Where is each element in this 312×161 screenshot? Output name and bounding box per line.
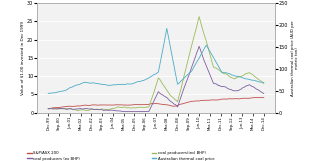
Y-axis label: Australian thermal coal price (AUD per
metric ton): Australian thermal coal price (AUD per m… [291,20,300,96]
Y-axis label: Value of $1.00 invested in Dec 1999: Value of $1.00 invested in Dec 1999 [20,21,24,95]
Legend: coal producers(incl BHP), Australian thermal coal price: coal producers(incl BHP), Australian the… [152,152,215,161]
Legend: S&P/ASX 200, coal producers (ex BHP): S&P/ASX 200, coal producers (ex BHP) [27,152,80,161]
